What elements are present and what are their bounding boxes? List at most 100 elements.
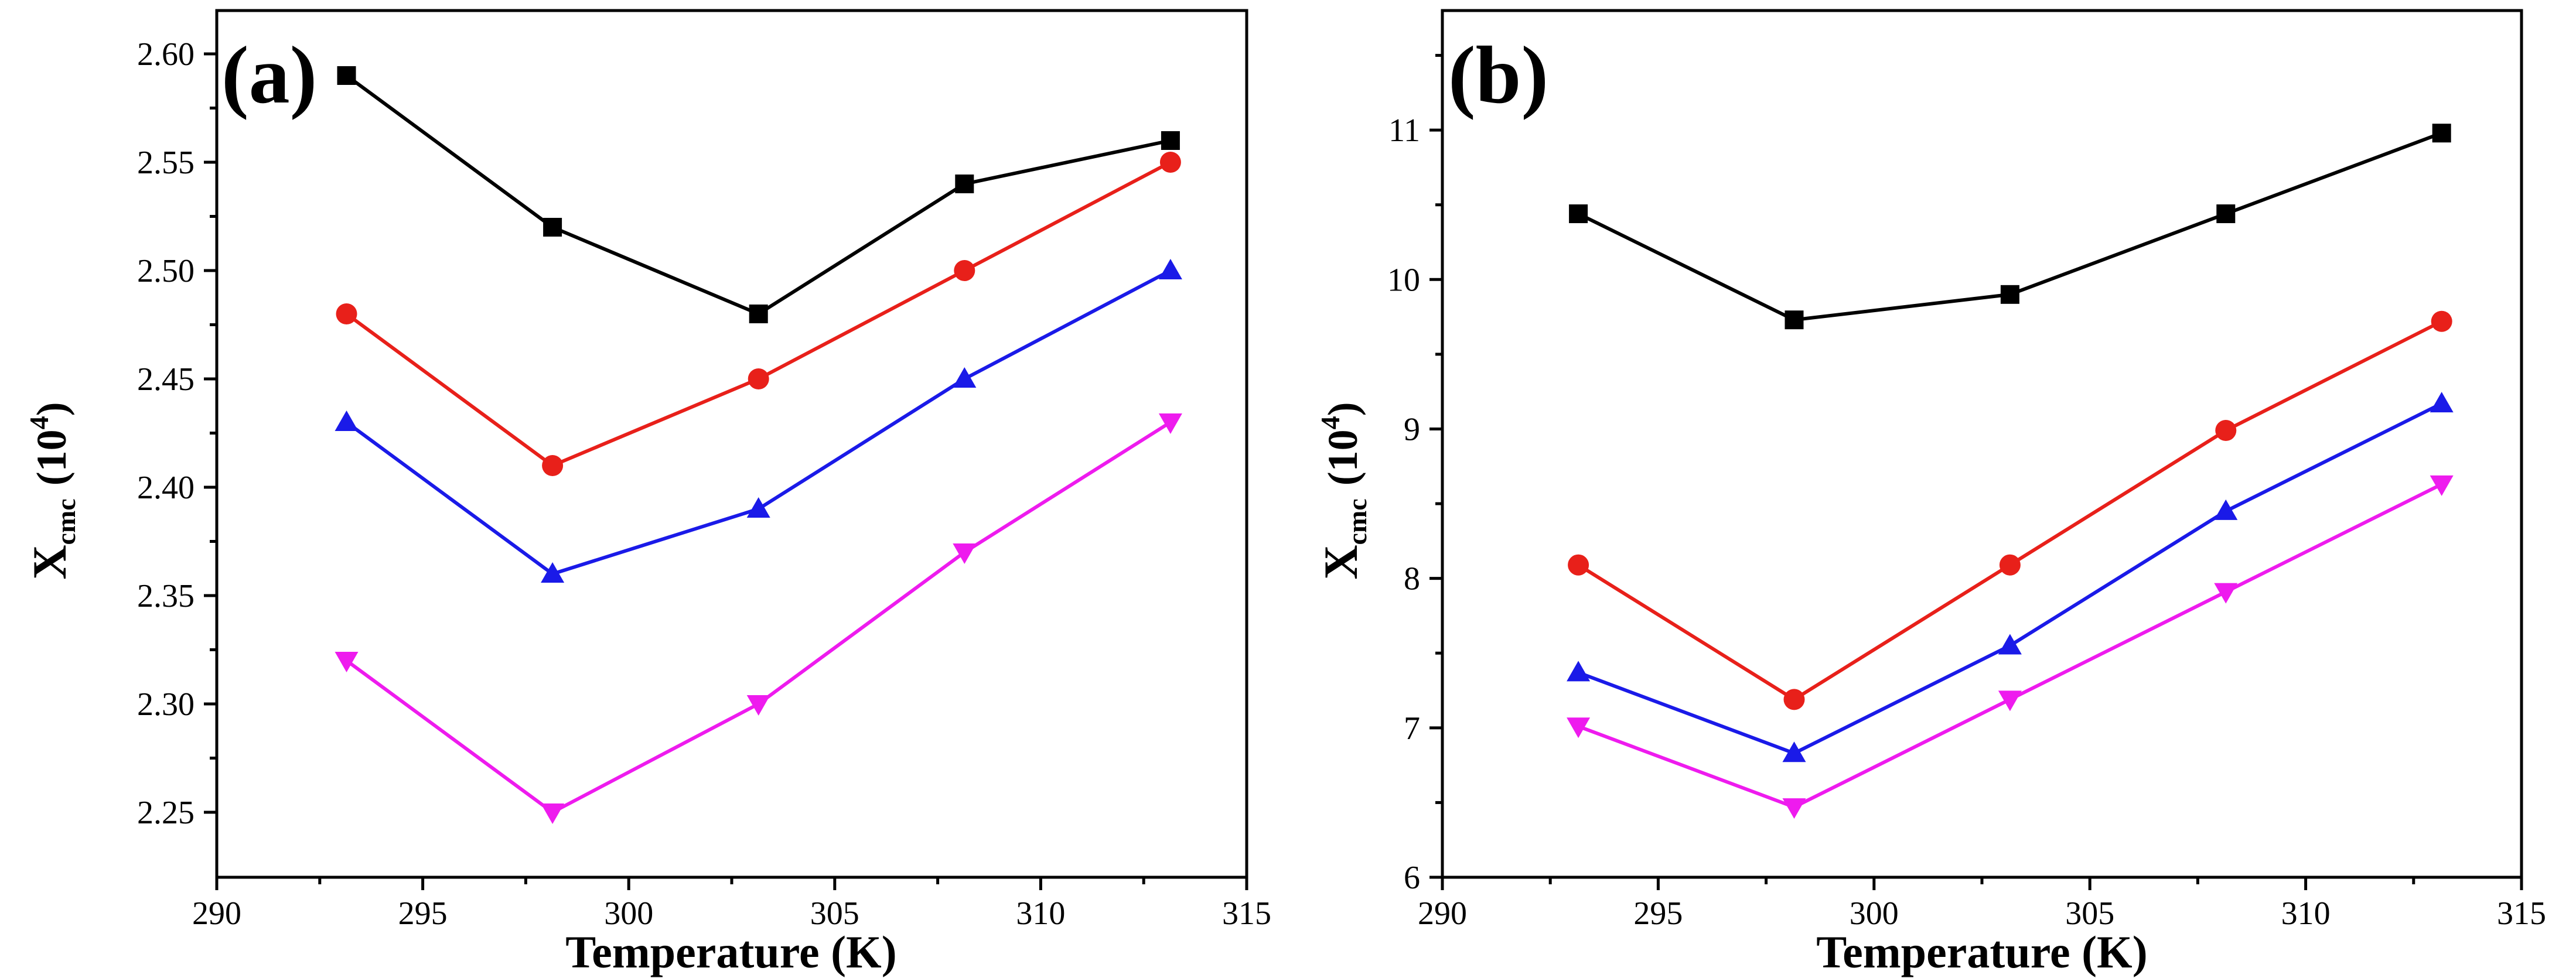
panel-a-magenta-triangles-point <box>541 803 565 824</box>
panel-a-magenta-triangles-point <box>746 695 770 716</box>
panel-a-y-axis-title: Xcmc (104) <box>23 402 81 579</box>
panel-a-y-ticks: 2.25 2.30 2.35 2.40 2.45 2.50 2.55 2.60 <box>137 36 217 831</box>
panel-b-y-tick-label: 7 <box>1404 710 1420 747</box>
panel-b-y-subscript: cmc <box>1342 498 1372 545</box>
panel-b-magenta-triangles-point <box>2214 583 2238 604</box>
panel-a-series-red-circles <box>336 152 1181 476</box>
panel-a-blue-triangles-point <box>746 497 770 518</box>
panel-a-magenta-triangles-point <box>335 652 359 672</box>
panel-a-y-tick-label: 2.30 <box>137 686 195 723</box>
panel-a-series-blue-triangles <box>335 259 1182 583</box>
panel-b-label: (b) <box>1448 30 1548 121</box>
panel-a-y-tick-label: 2.60 <box>137 36 195 73</box>
panel-a-black-squares-line <box>345 74 1171 316</box>
panel-a-black-squares-point <box>955 175 974 193</box>
panel-a-black-squares-point <box>543 218 562 237</box>
panel-a-y-unit-close: ) <box>28 402 75 416</box>
panel-b-x-tick-label: 290 <box>1418 895 1467 932</box>
panel-b-y-tick-label: 8 <box>1404 561 1420 597</box>
panel-b-red-circles-point <box>2431 310 2452 332</box>
panel-a-x-axis-title: Temperature (K) <box>565 926 896 977</box>
panel-b-y-unit: (10 <box>1319 429 1366 485</box>
panel-b-series-blue-triangles <box>1567 392 2454 762</box>
panel-a-x-tick-label: 315 <box>1222 895 1271 932</box>
panel-a-y-tick-label: 2.45 <box>137 361 195 398</box>
panel-b-black-squares-point <box>2000 285 2019 304</box>
panel-b-y-tick-label: 10 <box>1387 262 1420 298</box>
panel-a-black-squares-point <box>337 66 356 85</box>
panel-b-y-axis-title: Xcmc (104) <box>1314 402 1372 579</box>
panel-b-magenta-triangles-point <box>1998 690 2022 712</box>
panel-a-x-ticks: 290 295 300 305 310 315 <box>192 877 1271 932</box>
panel-a-magenta-triangles-point <box>1158 413 1182 434</box>
panel-a-x-tick-label: 305 <box>810 895 859 932</box>
panel-a-y-tick-label: 2.55 <box>137 145 195 181</box>
panel-b-y-tick-label: 9 <box>1404 411 1420 447</box>
panel-b-x-tick-label: 300 <box>1850 895 1899 932</box>
panel-b-series-red-circles <box>1568 310 2452 710</box>
panel-b-blue-triangles-point <box>1998 634 2022 655</box>
panel-b-y-tick-label: 6 <box>1404 860 1420 896</box>
panel-a-series-black-squares <box>337 66 1180 323</box>
panel-a-blue-triangles-point <box>1158 259 1182 279</box>
panel-a-y-symbol: X <box>23 545 76 579</box>
panel-b-black-squares-point <box>2432 124 2451 143</box>
panel-b-red-circles-point <box>1999 554 2021 576</box>
panel-a-blue-triangles-point <box>335 411 359 431</box>
panel-b-black-squares-point <box>1785 310 1804 330</box>
panel-a-blue-triangles-point <box>541 562 565 583</box>
panel-b-x-tick-label: 305 <box>2065 895 2114 932</box>
panel-b-blue-triangles-point <box>2430 392 2454 413</box>
panel-a-blue-triangles-point <box>953 367 977 388</box>
panel-b-y-tick-label: 11 <box>1388 112 1420 149</box>
panel-a-y-tick-label: 2.25 <box>137 795 195 831</box>
panel-b-series-magenta-triangles <box>1567 475 2454 819</box>
panel-a-red-circles-point <box>954 260 975 281</box>
panel-a: Temperature (K) Xcmc (104) 290 295 300 305 31… <box>23 9 1271 977</box>
panel-a-black-squares-point <box>749 305 768 323</box>
panel-a-series-magenta-triangles <box>335 413 1182 824</box>
panel-b-red-circles-point <box>2215 420 2237 442</box>
panel-b-y-ticks: 6 7 8 9 10 11 <box>1387 54 1442 896</box>
panel-b-x-axis-title: Temperature (K) <box>1816 926 2147 977</box>
panel-b-y-exponent: 4 <box>1315 416 1345 429</box>
panel-b-black-squares-point <box>1569 204 1588 224</box>
panel-a-red-circles-point <box>336 303 357 324</box>
panel-a-x-tick-label: 310 <box>1016 895 1065 932</box>
panel-b-x-tick-label: 315 <box>2497 895 2546 932</box>
panel-b-blue-triangles-point <box>1567 661 1591 682</box>
panel-a-magenta-triangles-line <box>345 420 1172 815</box>
panel-a-y-unit: (10 <box>28 429 75 485</box>
panel-b-magenta-triangles-point <box>2430 475 2454 496</box>
panel-b-red-circles-point <box>1568 554 1589 576</box>
panel-a-magenta-triangles-point <box>953 543 977 564</box>
panel-a-red-circles-point <box>748 368 769 389</box>
panel-a-y-exponent: 4 <box>24 416 54 429</box>
panel-a-x-tick-label: 295 <box>398 895 448 932</box>
panel-a-black-squares-point <box>1161 131 1180 150</box>
panel-a-y-tick-label: 2.50 <box>137 253 195 289</box>
panel-b: Temperature (K) Xcmc (104) 290 295 300 305 31… <box>1314 9 2546 977</box>
panel-a-x-tick-label: 300 <box>604 895 653 932</box>
panel-b-x-tick-label: 310 <box>2281 895 2331 932</box>
panel-b-red-circles-point <box>1783 689 1805 710</box>
panel-b-x-tick-label: 295 <box>1633 895 1683 932</box>
panel-b-black-squares-point <box>2216 204 2236 224</box>
panel-b-magenta-triangles-point <box>1782 798 1806 819</box>
panel-b-magenta-triangles-point <box>1567 717 1591 738</box>
panel-b-blue-triangles-point <box>2214 499 2238 520</box>
panel-b-blue-triangles-point <box>1782 741 1806 762</box>
panel-b-y-unit-close: ) <box>1319 402 1366 416</box>
panel-a-x-tick-label: 290 <box>192 895 241 932</box>
panel-a-label: (a) <box>221 30 317 121</box>
panel-a-y-subscript: cmc <box>51 498 81 545</box>
panel-a-red-circles-point <box>1159 152 1181 173</box>
panel-b-series-black-squares <box>1569 124 2451 330</box>
panel-b-x-ticks: 290 295 300 305 310 315 <box>1418 877 2546 932</box>
panel-b-y-symbol: X <box>1314 545 1367 579</box>
panel-a-frame <box>215 9 1248 879</box>
panel-a-y-tick-label: 2.35 <box>137 578 195 614</box>
panel-a-y-tick-label: 2.40 <box>137 470 195 506</box>
panel-a-red-circles-point <box>542 455 564 476</box>
